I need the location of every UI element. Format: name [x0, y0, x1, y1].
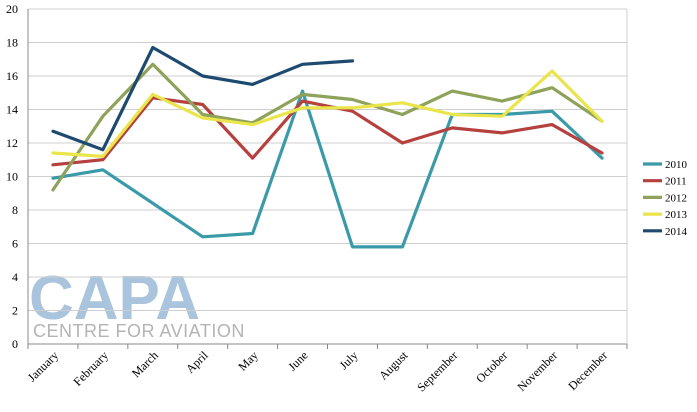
x-tick-label: October [473, 348, 510, 385]
series-line-2010 [51, 89, 604, 249]
series-lines [51, 45, 604, 249]
x-tick-label: August [376, 348, 411, 383]
y-tick-label: 18 [6, 36, 18, 50]
y-tick-label: 6 [12, 237, 18, 251]
y-tick-label: 10 [6, 170, 18, 184]
y-tick-label: 14 [6, 103, 18, 117]
legend-label-2013: 2013 [665, 209, 688, 221]
y-tick-label: 2 [12, 304, 18, 318]
x-tick-label: April [183, 348, 211, 376]
legend-label-2012: 2012 [665, 192, 687, 204]
x-axis-ticks: January February March April May June July Augu… [25, 344, 628, 394]
legend-label-2010: 2010 [665, 159, 688, 171]
x-tick-label: November [515, 348, 561, 394]
x-tick-label: January [25, 348, 61, 384]
y-tick-label: 16 [6, 69, 18, 83]
y-tick-label: 4 [12, 270, 18, 284]
x-tick-label: June [285, 348, 310, 373]
capa-watermark: CAPA CENTRE FOR AVIATION [29, 264, 245, 341]
y-tick-label: 20 [6, 2, 18, 16]
series-line-2011 [51, 96, 604, 167]
x-tick-label: September [414, 348, 460, 394]
series-line-2012 [51, 62, 604, 192]
gridlines [27, 8, 628, 345]
y-axis-ticks: 0 2 4 6 8 10 12 14 16 18 20 [6, 2, 18, 351]
y-tick-label: 8 [12, 203, 18, 217]
legend-label-2014: 2014 [665, 226, 688, 238]
y-tick-label: 12 [6, 136, 18, 150]
legend-label-2011: 2011 [665, 176, 687, 188]
series-line-2013 [51, 69, 604, 158]
x-tick-label: March [129, 348, 161, 380]
watermark-tagline: CENTRE FOR AVIATION [33, 321, 245, 341]
x-tick-label: July [337, 348, 361, 372]
x-tick-label: May [235, 348, 260, 373]
legend: 2010 2011 2012 2013 2014 [643, 159, 688, 238]
watermark-logo: CAPA [29, 264, 200, 333]
x-tick-label: February [70, 348, 111, 389]
y-tick-label: 0 [12, 337, 18, 351]
series-line-2014 [51, 45, 355, 152]
x-tick-label: December [565, 348, 610, 393]
